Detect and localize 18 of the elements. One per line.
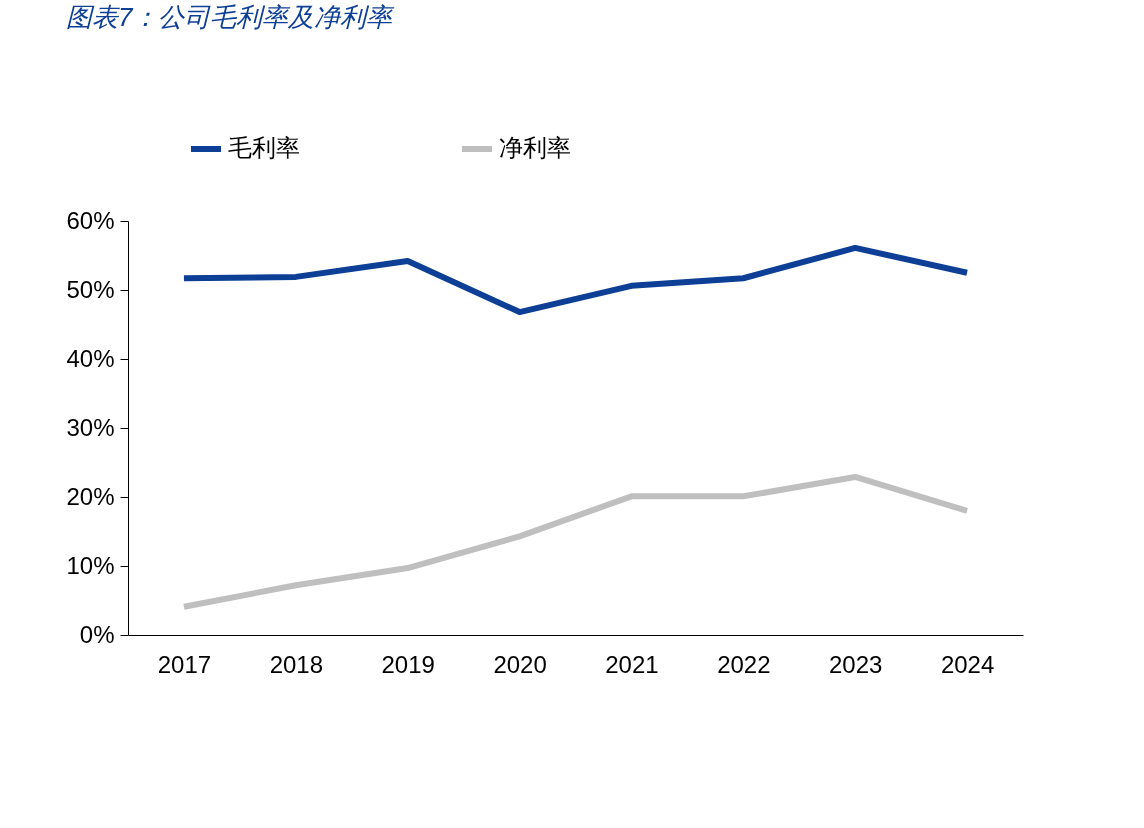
x-tick-label: 2024	[940, 650, 995, 678]
x-tick-label: 2020	[493, 650, 547, 678]
x-tick-label: 2017	[157, 650, 212, 678]
y-tick-label: 30%	[66, 413, 115, 441]
y-tick-label: 10%	[66, 551, 115, 579]
x-tick-label: 2018	[269, 650, 324, 678]
y-tick-label: 40%	[66, 344, 115, 372]
y-tick-label: 50%	[66, 275, 115, 303]
legend-label: 净利率	[499, 134, 571, 161]
x-tick-label: 2021	[605, 650, 659, 678]
x-tick-label: 2022	[717, 650, 771, 678]
chart-title: 图表7：公司毛利率及净利率	[65, 2, 396, 32]
legend-label: 毛利率	[228, 134, 300, 161]
y-tick-label: 60%	[66, 206, 115, 234]
x-tick-label: 2023	[828, 650, 883, 678]
x-tick-label: 2019	[381, 650, 435, 678]
y-tick-label: 20%	[66, 482, 115, 510]
y-tick-label: 0%	[79, 620, 115, 648]
